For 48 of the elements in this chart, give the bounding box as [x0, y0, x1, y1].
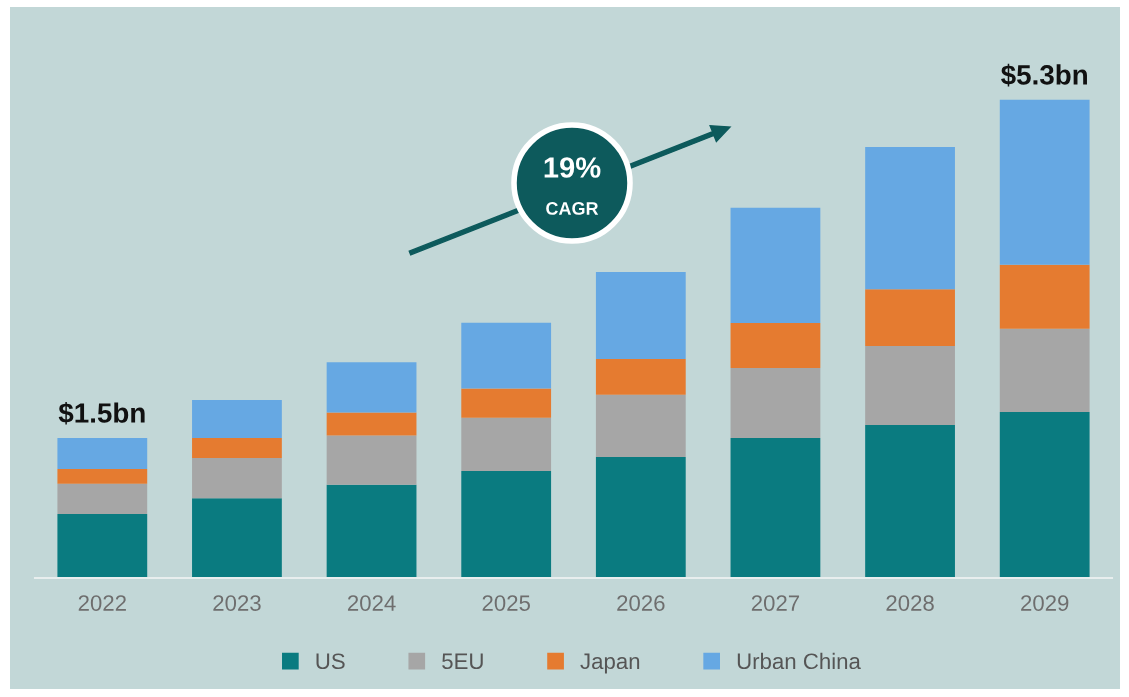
bar: [461, 417, 552, 471]
bar: [865, 147, 955, 290]
x-tick-label: 2024: [347, 595, 396, 611]
x-tick-label: 2026: [617, 595, 665, 611]
bar: [326, 412, 417, 436]
annotation: CAGR: [546, 202, 599, 215]
bar: [192, 457, 282, 499]
bar: [326, 435, 417, 485]
x-tick-label: 2023: [213, 595, 261, 611]
bar: [57, 437, 148, 469]
legend-label: Japan: [580, 653, 640, 674]
bar: [730, 323, 821, 369]
annotation: 19%: [544, 157, 601, 178]
bar: [57, 468, 148, 484]
bar: [999, 412, 1090, 578]
legend-label: 5EU: [442, 653, 483, 670]
bar: [865, 346, 955, 425]
annotation: $1.5bn: [58, 401, 145, 425]
bar: [192, 437, 282, 458]
legend-label: Urban China: [737, 652, 861, 670]
x-tick-label: 2022: [78, 595, 126, 611]
bar: [326, 362, 417, 413]
bar: [595, 457, 686, 578]
bar: [595, 394, 686, 458]
bar: [730, 437, 821, 578]
bar: [192, 400, 282, 438]
bar: [730, 368, 821, 438]
bar: [326, 484, 417, 578]
x-tick-label: 2027: [751, 595, 800, 611]
bar: [595, 271, 686, 359]
bar: [595, 358, 686, 395]
x-tick-label: 2029: [1021, 595, 1069, 611]
bar: [999, 99, 1090, 265]
bar: [999, 264, 1090, 329]
bar: [730, 207, 821, 324]
bar: [999, 328, 1090, 413]
annotation: $5.3bn: [1001, 63, 1087, 87]
bar: [865, 289, 955, 347]
bar: [865, 424, 955, 578]
bar: [461, 322, 552, 389]
bar: [192, 498, 282, 578]
x-tick-label: 2028: [886, 595, 934, 611]
bar: [57, 483, 148, 514]
x-tick-label: 2025: [482, 595, 530, 611]
bar: [461, 388, 552, 418]
bar: [57, 513, 148, 578]
legend-label: US: [316, 653, 345, 670]
bar: [461, 470, 552, 578]
